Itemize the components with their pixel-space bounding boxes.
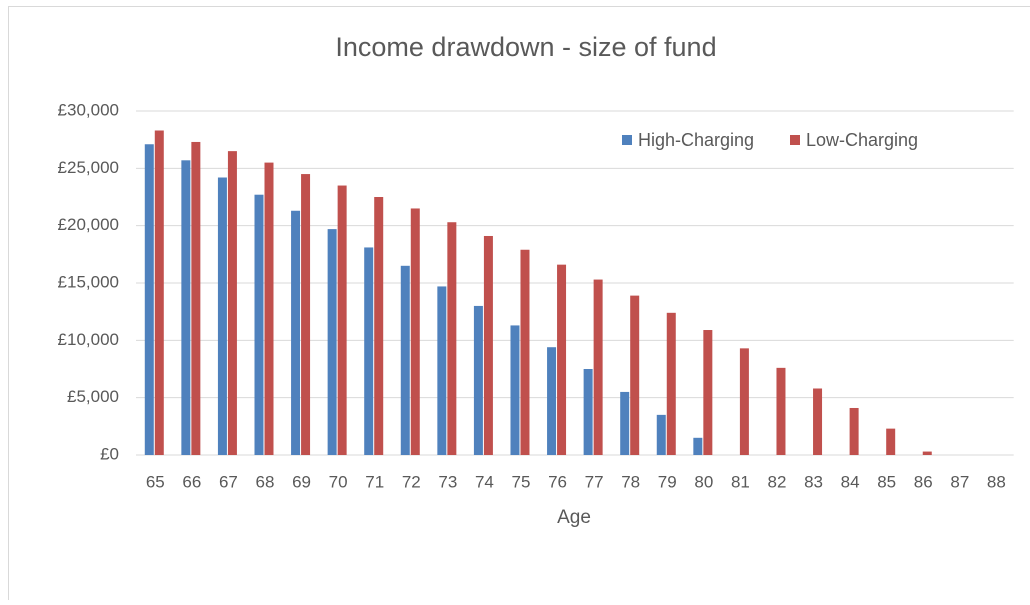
bar xyxy=(630,296,639,455)
bar xyxy=(328,229,337,455)
bar xyxy=(584,369,593,455)
bar xyxy=(254,195,263,455)
x-tick-label: 71 xyxy=(365,472,384,491)
x-tick-label: 75 xyxy=(512,472,531,491)
x-tick-label: 80 xyxy=(694,472,713,491)
bar xyxy=(411,208,420,455)
bar xyxy=(850,408,859,455)
x-tick-label: 67 xyxy=(219,472,238,491)
bar xyxy=(155,130,164,455)
y-tick-label: £30,000 xyxy=(58,100,119,119)
y-tick-label: £10,000 xyxy=(58,330,119,349)
bar xyxy=(181,160,190,455)
legend-swatch xyxy=(622,135,632,145)
bar xyxy=(547,347,556,455)
bar xyxy=(923,452,932,455)
x-tick-label: 77 xyxy=(585,472,604,491)
bar xyxy=(338,186,347,455)
x-tick-label: 86 xyxy=(914,472,933,491)
x-tick-label: 74 xyxy=(475,472,494,491)
bar xyxy=(667,313,676,455)
bar xyxy=(474,306,483,455)
bar xyxy=(594,280,603,455)
bar xyxy=(886,429,895,455)
bar xyxy=(191,142,200,455)
x-tick-label: 81 xyxy=(731,472,750,491)
x-tick-label: 66 xyxy=(182,472,201,491)
x-tick-label: 68 xyxy=(256,472,275,491)
legend-label: High-Charging xyxy=(638,130,754,150)
y-tick-label: £15,000 xyxy=(58,272,119,291)
chart-title: Income drawdown - size of fund xyxy=(335,32,716,62)
legend-swatch xyxy=(790,135,800,145)
x-axis-label: Age xyxy=(557,507,591,528)
x-tick-label: 72 xyxy=(402,472,421,491)
bar xyxy=(437,286,446,455)
bar xyxy=(657,415,666,455)
x-tick-label: 88 xyxy=(987,472,1006,491)
x-tick-label: 73 xyxy=(438,472,457,491)
bar xyxy=(145,144,154,455)
bar xyxy=(520,250,529,455)
bar xyxy=(447,222,456,455)
bar xyxy=(740,348,749,455)
bar xyxy=(813,388,822,455)
bar xyxy=(364,247,373,455)
bar xyxy=(374,197,383,455)
bar xyxy=(401,266,410,455)
bar xyxy=(228,151,237,455)
bar xyxy=(301,174,310,455)
bar xyxy=(776,368,785,455)
y-tick-label: £0 xyxy=(100,444,119,463)
bar xyxy=(693,438,702,455)
bar xyxy=(510,325,519,455)
bar xyxy=(620,392,629,455)
legend-label: Low-Charging xyxy=(806,130,918,150)
bar xyxy=(264,163,273,455)
bar xyxy=(703,330,712,455)
bar xyxy=(291,211,300,455)
x-tick-label: 85 xyxy=(877,472,896,491)
x-tick-label: 78 xyxy=(621,472,640,491)
bar xyxy=(218,178,227,455)
y-tick-label: £5,000 xyxy=(67,387,119,406)
x-tick-label: 87 xyxy=(950,472,969,491)
x-tick-label: 70 xyxy=(329,472,348,491)
y-tick-label: £25,000 xyxy=(58,158,119,177)
x-tick-label: 69 xyxy=(292,472,311,491)
x-tick-label: 84 xyxy=(841,472,860,491)
bar xyxy=(484,236,493,455)
x-tick-label: 76 xyxy=(548,472,567,491)
x-tick-label: 79 xyxy=(658,472,677,491)
bar xyxy=(557,265,566,455)
x-tick-label: 65 xyxy=(146,472,165,491)
x-tick-label: 83 xyxy=(804,472,823,491)
x-tick-label: 82 xyxy=(768,472,787,491)
y-tick-label: £20,000 xyxy=(58,215,119,234)
